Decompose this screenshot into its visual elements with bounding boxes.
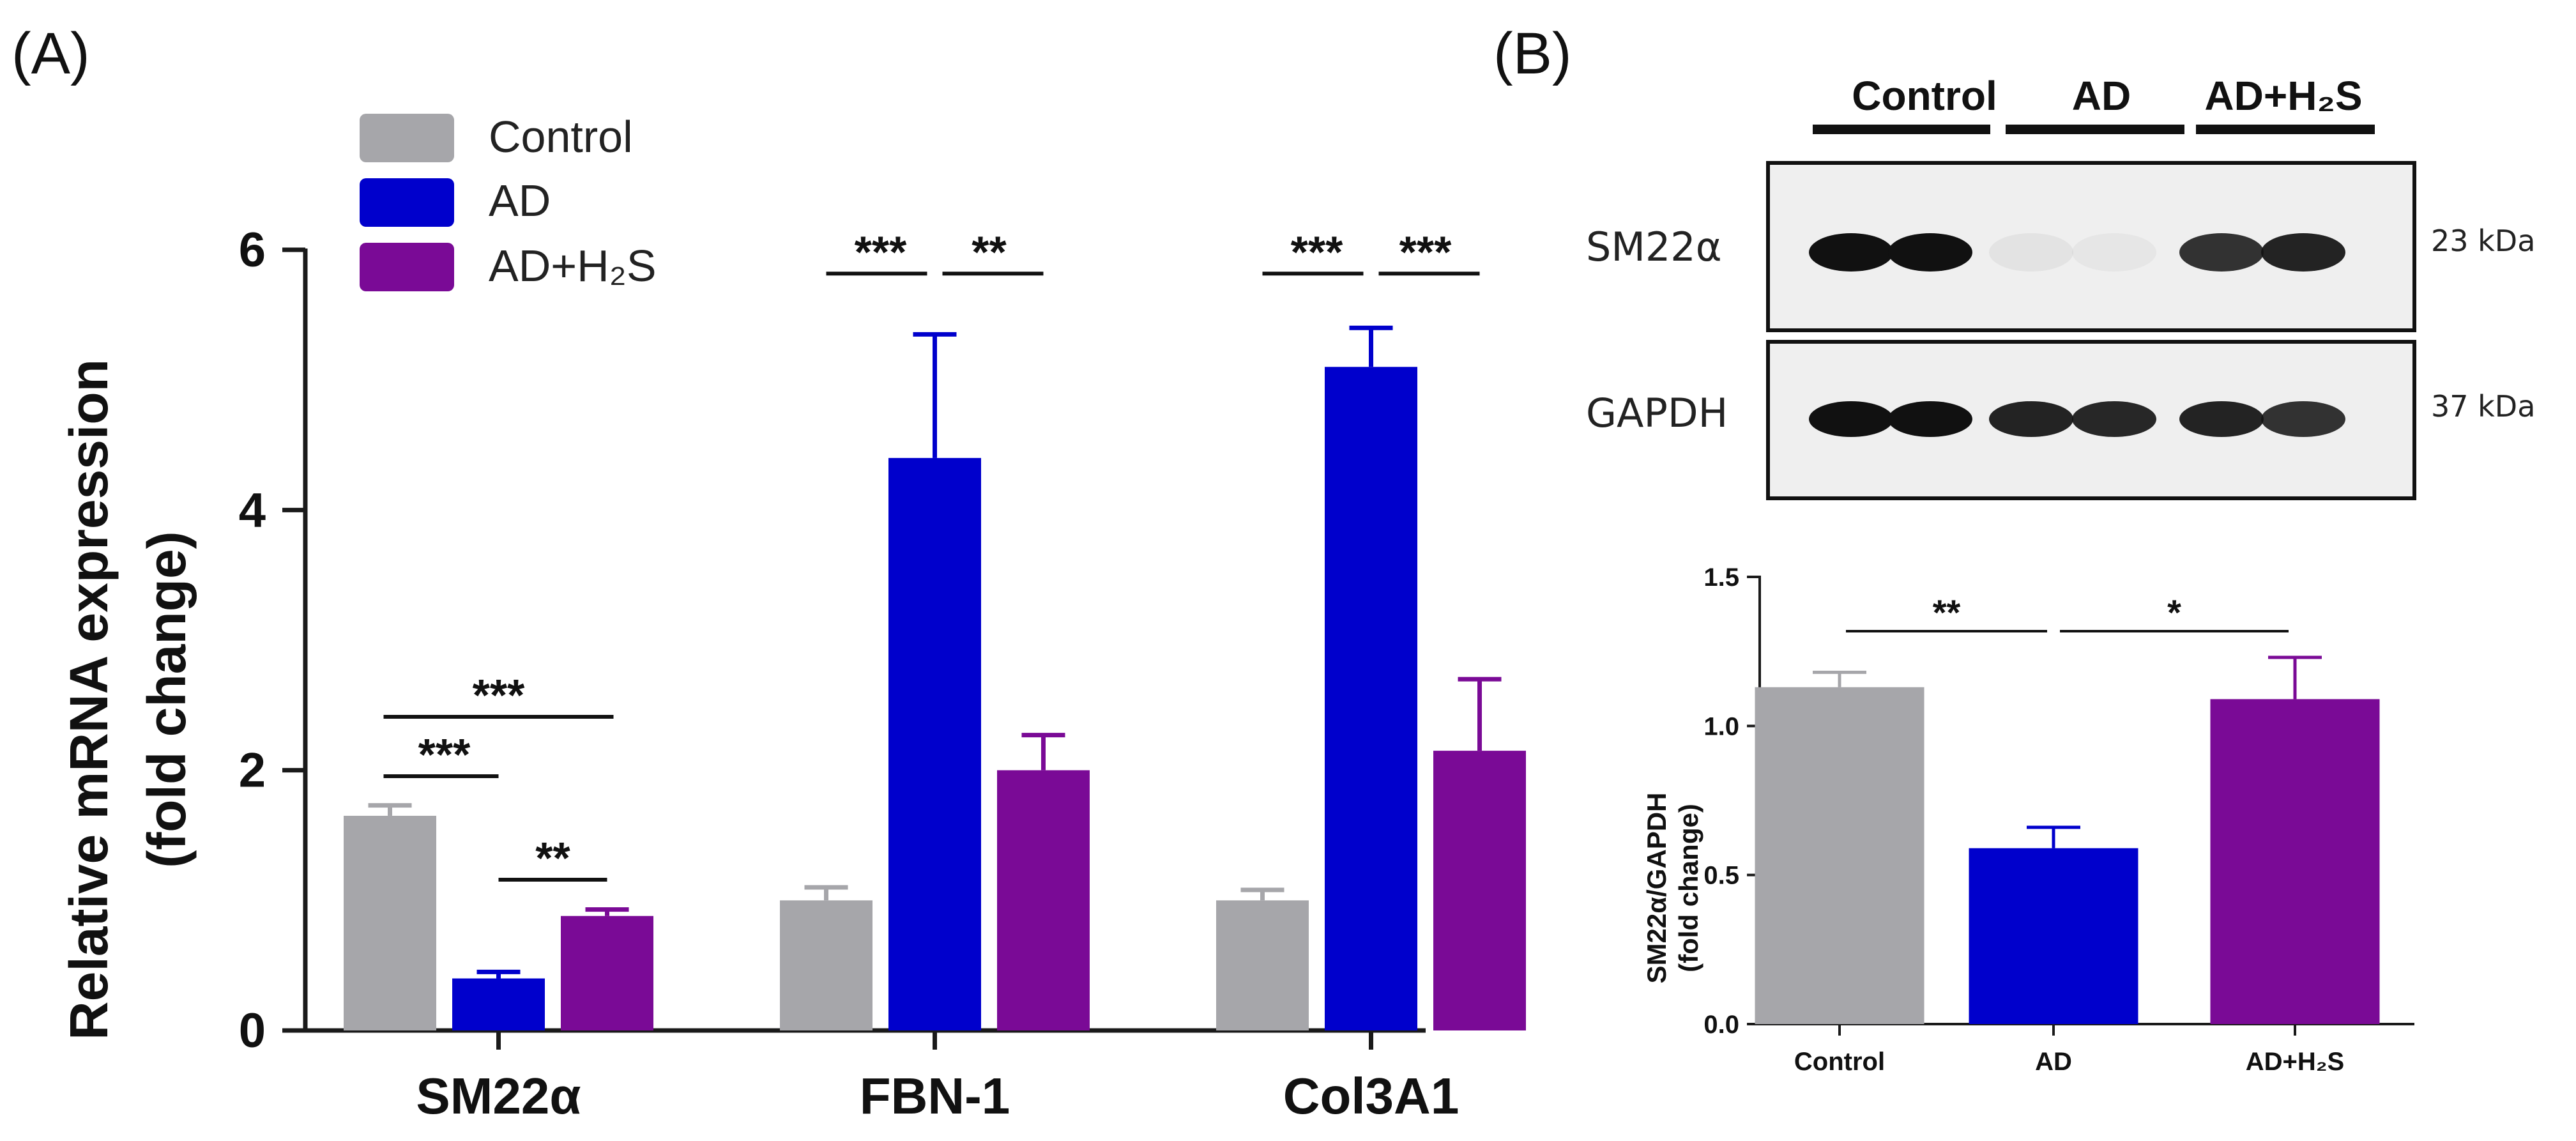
blot-band: [1888, 401, 1972, 437]
legend-swatch-ad: [360, 178, 454, 227]
y-tick-label: 6: [239, 223, 266, 277]
blot-row-label-sm22a: SM22α: [1586, 224, 1722, 270]
bar: [344, 815, 436, 1030]
y-tick-label: 2: [239, 744, 266, 798]
legend-label-ad-h2s: AD+H₂S: [489, 241, 657, 291]
x-tick-label: Col3A1: [1283, 1068, 1459, 1124]
b-y-tick-label: 0.0: [1703, 1011, 1739, 1039]
blot-band: [2261, 401, 2345, 437]
bar: [1325, 367, 1417, 1030]
bar: [1216, 900, 1309, 1030]
b-bar: [1755, 687, 1924, 1024]
x-tick-label: SM22α: [416, 1068, 581, 1124]
blot-band: [2072, 233, 2156, 272]
y-axis-label-units: (fold change): [137, 531, 197, 868]
bar: [780, 900, 873, 1030]
significance-label: ***: [418, 730, 471, 779]
panel-a-label: (A): [11, 21, 90, 86]
blot-band: [2179, 401, 2264, 437]
legend-label-ad: AD: [489, 176, 551, 226]
b-x-tick-label: AD: [2035, 1048, 2072, 1076]
b-y-axis-label-units: (fold change): [1673, 804, 1703, 972]
blot-band: [1989, 233, 2073, 272]
b-bar: [2210, 699, 2380, 1024]
bar: [1433, 751, 1526, 1030]
blot-row-size-gapdh: 37 kDa: [2431, 389, 2535, 424]
panel-b-label: (B): [1493, 21, 1572, 86]
blot-band: [2261, 233, 2345, 272]
b-x-tick-label: Control: [1794, 1048, 1885, 1076]
blot-band: [2179, 233, 2264, 272]
blot-band: [1888, 233, 1972, 272]
blot-lane-bar-control: [1813, 125, 1990, 134]
bar: [997, 770, 1090, 1030]
bar: [561, 915, 653, 1030]
blot-band: [1989, 401, 2073, 437]
b-y-tick-label: 0.5: [1703, 862, 1739, 890]
b-x-tick-label: AD+H₂S: [2246, 1048, 2344, 1076]
bar: [452, 978, 545, 1030]
significance-label: ***: [855, 227, 907, 277]
panel-b: (B) Control AD AD+H₂S SM22α GAPDH 23 kDa…: [1493, 21, 2535, 1076]
significance-label: **: [972, 227, 1007, 277]
b-significance-label: *: [2167, 592, 2181, 632]
panel-a: (A) Control AD AD+H₂S Relative mRNA expr…: [11, 21, 1526, 1124]
blot-band: [1809, 233, 1893, 272]
legend-swatch-control: [360, 114, 454, 162]
blot-lane-bar-ad-h2s: [2196, 125, 2375, 134]
blot-lane-bar-ad: [2006, 125, 2184, 134]
y-tick-label: 0: [239, 1004, 266, 1058]
b-y-tick-label: 1.0: [1703, 712, 1739, 740]
blot-lane-label-ad-h2s: AD+H₂S: [2204, 73, 2362, 119]
y-tick-label: 4: [239, 483, 266, 537]
blot-band: [2072, 401, 2156, 437]
bar: [888, 457, 981, 1030]
blot-row-label-gapdh: GAPDH: [1586, 390, 1728, 436]
significance-label: ***: [1399, 227, 1452, 277]
blot-lane-label-control: Control: [1852, 73, 1997, 119]
b-y-tick-label: 1.5: [1703, 563, 1739, 592]
blot-lane-label-ad: AD: [2072, 73, 2131, 119]
b-significance-label: **: [1933, 592, 1961, 632]
y-axis-label: Relative mRNA expression: [59, 359, 119, 1040]
b-bar: [1969, 848, 2138, 1024]
legend-swatch-ad-h2s: [360, 243, 454, 291]
significance-label: **: [535, 833, 570, 883]
legend-label-control: Control: [489, 112, 633, 162]
significance-label: ***: [473, 670, 525, 720]
b-y-axis-label: SM22α/GAPDH: [1642, 793, 1672, 984]
western-blot: Control AD AD+H₂S SM22α GAPDH 23 kDa 37 …: [1586, 73, 2535, 500]
blot-bands: [1809, 233, 2345, 437]
legend: Control AD AD+H₂S: [360, 112, 657, 291]
x-tick-label: FBN-1: [860, 1068, 1010, 1124]
significance-label: ***: [1291, 227, 1343, 277]
blot-band: [1809, 401, 1893, 437]
blot-row-size-sm22a: 23 kDa: [2431, 224, 2535, 258]
